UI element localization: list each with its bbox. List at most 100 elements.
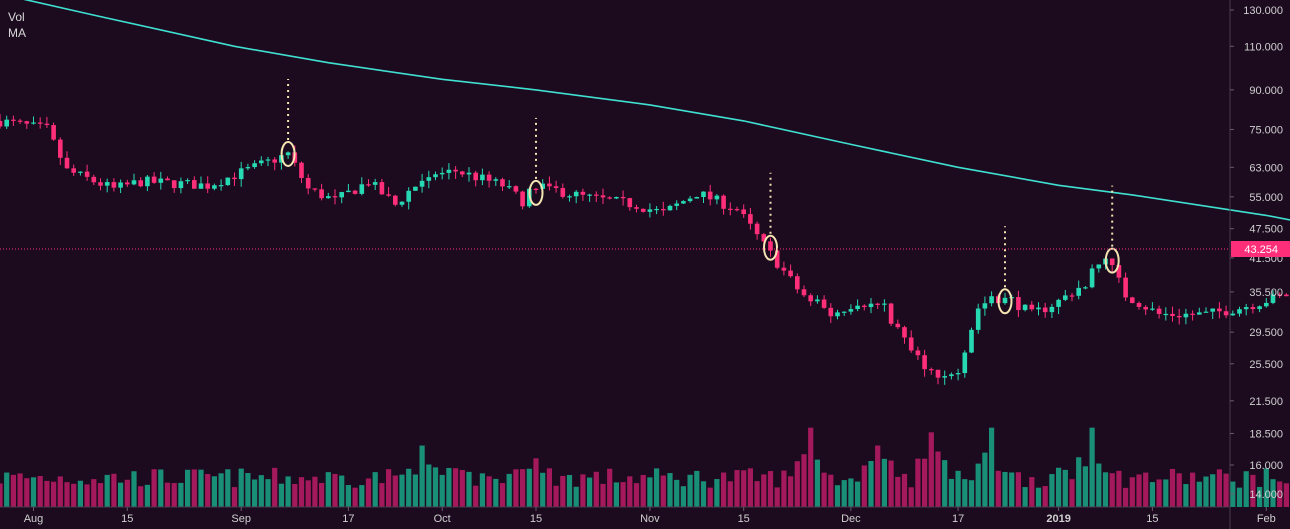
volume-bar bbox=[714, 479, 720, 507]
candle-body bbox=[1190, 313, 1195, 315]
candle-body bbox=[607, 197, 612, 199]
volume-bar bbox=[1283, 483, 1289, 507]
volume-bar bbox=[1183, 484, 1189, 507]
candle-body bbox=[1022, 304, 1028, 311]
volume-bar bbox=[600, 483, 606, 507]
candle-body bbox=[1284, 294, 1289, 297]
candle-body bbox=[171, 180, 177, 189]
candle-body bbox=[1230, 313, 1236, 316]
price-tick-label: 47.500 bbox=[1249, 224, 1283, 236]
candle-body bbox=[553, 186, 559, 189]
volume-bar bbox=[238, 468, 244, 507]
volume-legend-label[interactable]: Vol bbox=[8, 10, 25, 24]
volume-bar bbox=[151, 469, 157, 507]
volume-bar bbox=[794, 461, 800, 507]
volume-bar bbox=[721, 472, 727, 507]
candle-body bbox=[1183, 313, 1189, 318]
candle-body bbox=[265, 159, 271, 161]
volume-bar bbox=[332, 473, 338, 507]
volume-bar bbox=[855, 481, 861, 507]
volume-bar bbox=[493, 478, 499, 507]
candle-body bbox=[969, 329, 974, 353]
ma-legend-label[interactable]: MA bbox=[8, 26, 26, 40]
volume-bar bbox=[298, 477, 305, 507]
volume-bar bbox=[30, 477, 37, 507]
volume-bar bbox=[1243, 471, 1249, 507]
candle-body bbox=[299, 162, 304, 178]
candle-body bbox=[614, 196, 619, 199]
candle-body bbox=[64, 157, 70, 169]
candle-body bbox=[433, 174, 438, 178]
candle-body bbox=[285, 152, 291, 156]
candle-body bbox=[902, 327, 907, 338]
volume-bar bbox=[1022, 487, 1028, 507]
candle-body bbox=[1036, 307, 1041, 310]
volume-bar bbox=[77, 480, 83, 507]
volume-bar bbox=[828, 474, 834, 507]
current-price-label: 43.254 bbox=[1244, 244, 1278, 256]
candle-body bbox=[238, 168, 244, 180]
volume-bar bbox=[1056, 467, 1062, 507]
volume-bar bbox=[968, 480, 975, 507]
candle-body bbox=[962, 352, 968, 374]
volume-bar bbox=[814, 459, 820, 507]
volume-bar bbox=[707, 487, 713, 507]
candle-body bbox=[888, 303, 894, 324]
volume-bar bbox=[10, 474, 16, 507]
volume-bar bbox=[419, 445, 425, 507]
volume-bar bbox=[71, 483, 77, 507]
candle-body bbox=[828, 307, 834, 317]
volume-bar bbox=[1176, 473, 1182, 507]
candle-body bbox=[84, 171, 90, 177]
volume-bar bbox=[185, 469, 191, 507]
volume-bar bbox=[278, 483, 284, 507]
volume-bar bbox=[499, 483, 506, 507]
candle-body bbox=[667, 205, 673, 211]
candle-body bbox=[640, 208, 646, 212]
candle-body bbox=[841, 311, 847, 313]
volume-bar bbox=[1049, 474, 1055, 507]
candle-body bbox=[24, 121, 30, 124]
candle-body bbox=[1089, 268, 1095, 288]
price-tick-label: 14.000 bbox=[1249, 489, 1283, 501]
volume-bar bbox=[164, 482, 171, 507]
indicator-legend: Vol MA bbox=[8, 9, 26, 41]
time-tick-label: Oct bbox=[434, 513, 451, 525]
candle-body bbox=[560, 188, 566, 197]
candle-body bbox=[178, 181, 184, 189]
candle-body bbox=[165, 178, 170, 181]
candle-body bbox=[1069, 295, 1075, 297]
volume-bar bbox=[305, 480, 311, 507]
volume-bar bbox=[633, 483, 640, 507]
candle-body bbox=[131, 180, 137, 185]
time-tick-label: Dec bbox=[841, 513, 861, 525]
volume-bar bbox=[258, 475, 264, 507]
volume-bar bbox=[674, 479, 680, 507]
candle-body bbox=[372, 182, 378, 185]
volume-bar bbox=[989, 427, 995, 507]
volume-bar bbox=[104, 474, 110, 507]
volume-bar bbox=[667, 473, 673, 507]
volume-bar bbox=[1236, 487, 1243, 507]
volume-bar bbox=[453, 468, 459, 507]
candle-body bbox=[882, 303, 887, 305]
price-tick-label: 110.000 bbox=[1244, 41, 1283, 53]
candle-body bbox=[1257, 306, 1262, 310]
time-tick-label: Sep bbox=[231, 513, 251, 525]
candle-body bbox=[547, 183, 552, 187]
candle-body bbox=[212, 185, 217, 189]
volume-bar bbox=[17, 473, 23, 507]
volume-bar bbox=[1009, 472, 1015, 507]
candle-body bbox=[989, 296, 994, 304]
candle-body bbox=[694, 197, 700, 199]
candle-body bbox=[1123, 277, 1128, 298]
volume-bar bbox=[506, 473, 512, 507]
candle-body bbox=[1016, 297, 1021, 311]
candle-body bbox=[587, 194, 592, 196]
volume-bar bbox=[1002, 471, 1008, 507]
candle-body bbox=[71, 168, 76, 173]
volume-bar bbox=[466, 471, 472, 507]
time-tick-label: 15 bbox=[738, 513, 750, 525]
candle-body bbox=[78, 171, 83, 173]
